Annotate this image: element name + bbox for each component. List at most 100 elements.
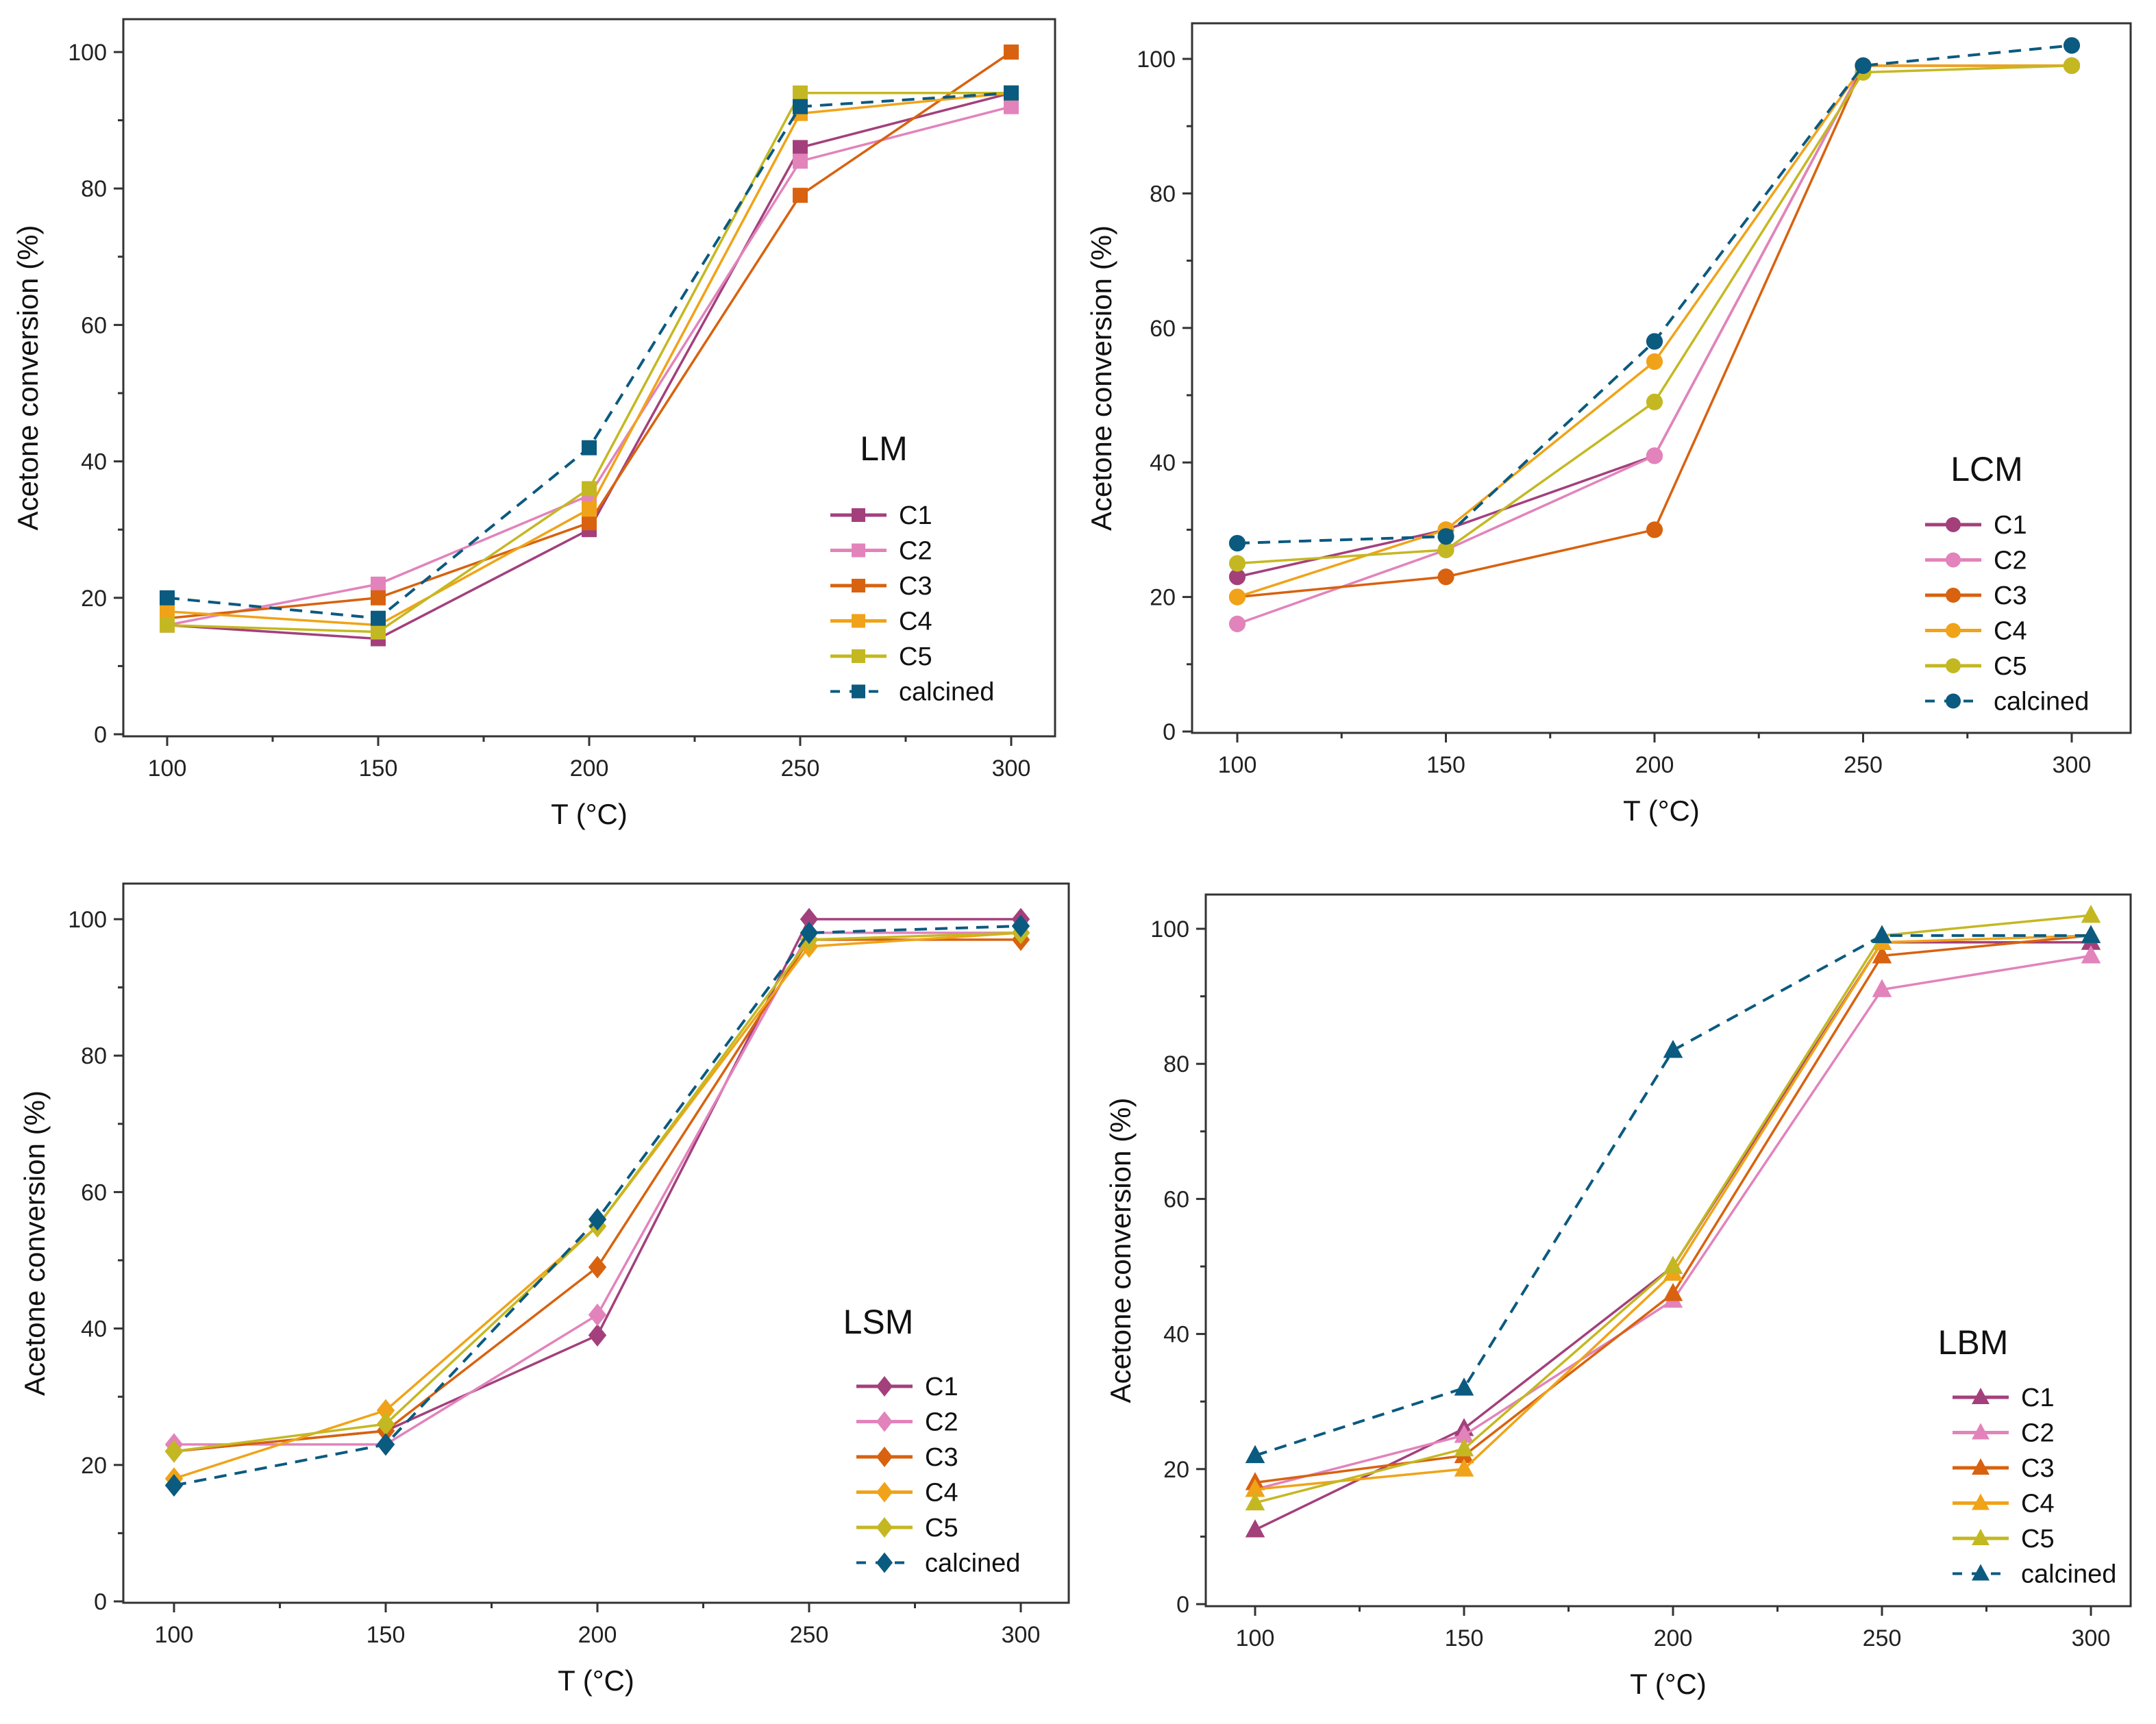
legend-label-calcined: calcined [2021,1560,2116,1589]
data-point-C2 [371,576,386,592]
legend-label-C2: C2 [1994,547,2027,575]
x-tick-label: 200 [570,755,609,782]
y-tick-label: 100 [68,907,107,933]
series-line-C1 [173,918,1021,1453]
series-line-C4 [1237,64,2072,599]
data-point-C5 [1663,1255,1683,1274]
series-C4 [1245,925,2101,1497]
data-point-calcined [1004,85,1019,101]
legend-label-C3: C3 [2021,1454,2055,1483]
data-point-C3 [1872,945,1892,964]
panel-title: LCM [1950,450,2023,488]
y-tick-label: 60 [1150,316,1176,342]
data-point-calcined [1663,1040,1683,1058]
data-point-C3 [588,1255,607,1279]
data-point-C2 [1454,1425,1474,1443]
series-calcined [160,85,1019,626]
series-line-C1 [166,92,1012,640]
plot-frame [1204,893,2132,1608]
series-line-C5 [1237,64,2072,565]
legend-label-C4: C4 [1994,617,2027,646]
plot-frame [122,882,1070,1604]
series-C1 [164,908,1030,1463]
legend-label-C2: C2 [2021,1419,2055,1448]
x-tick-label: 250 [1844,752,1883,778]
legend-marker-C4 [876,1482,893,1503]
series-calcined [1228,37,2081,552]
data-point-C1 [800,908,819,931]
legend-label-calcined: calcined [899,678,994,707]
panel-title: LBM [1938,1323,2009,1362]
x-tick-label: 100 [1218,752,1257,778]
legend-marker-C3 [852,579,865,592]
plot-frame [1191,22,2132,734]
x-tick-label: 200 [1635,752,1674,778]
data-point-C4 [376,1399,395,1422]
series-line-C1 [1254,940,2091,1532]
data-point-calcined [1855,57,1872,74]
data-point-C4 [160,603,175,619]
legend-label-C4: C4 [925,1479,958,1508]
data-point-C4 [1454,1458,1474,1477]
series-C4 [160,85,1019,633]
data-point-C2 [1872,979,1892,997]
x-tick-label: 300 [992,755,1031,782]
series-line-calcined [173,924,1021,1487]
x-tick-label: 150 [359,755,398,782]
legend-marker-calcined [852,684,865,699]
data-point-C5 [371,624,386,640]
chart-panel-lm: 100 150 200 250 300 0 20 40 60 80 100 T (°C) Acetone… [12,18,1056,830]
data-point-calcined [1011,914,1030,938]
legend-marker-C4 [1972,1493,1990,1510]
data-point-C2 [1228,615,1246,632]
x-axis-title: T (°C) [551,798,628,830]
x-tick-label: 250 [1863,1625,1902,1651]
series-C1 [1245,932,2101,1538]
data-point-C3 [793,188,808,203]
series-C4 [164,921,1030,1490]
x-tick-label: 100 [155,1622,194,1648]
y-tick-label: 40 [1163,1322,1189,1348]
data-point-C5 [1245,1492,1265,1511]
series-calcined [164,914,1030,1497]
series-C3 [160,45,1019,626]
legend-marker-C5 [876,1517,893,1538]
x-tick-label: 300 [2053,752,2092,778]
y-tick-label: 0 [94,1589,107,1615]
data-point-C5 [1228,555,1246,572]
legend-label-C2: C2 [925,1408,958,1437]
series-line-C2 [1254,954,2092,1491]
data-point-calcined [164,1474,184,1497]
data-point-C3 [1004,45,1019,60]
series-C3 [164,928,1030,1463]
series-line-C3 [173,938,1021,1453]
series-line-C4 [166,92,1012,627]
legend-marker-calcined [876,1552,893,1573]
data-point-calcined [1245,1445,1265,1464]
x-tick-label: 200 [1654,1625,1693,1651]
data-point-C2 [1004,99,1019,114]
series-C5 [164,921,1030,1463]
data-point-calcined [793,99,808,114]
series-line-C3 [1237,64,2072,599]
y-tick-label: 80 [81,1043,107,1069]
legend-marker-C4 [1946,623,1961,638]
data-point-C4 [1245,1478,1265,1497]
legend-label-C5: C5 [1994,652,2027,681]
data-point-C5 [2063,57,2081,74]
data-point-C4 [1228,588,1246,605]
y-tick-label: 100 [68,40,107,66]
y-tick-label: 40 [1150,450,1176,476]
panel-title: LM [860,429,907,468]
data-point-calcined [1437,528,1454,545]
y-tick-label: 20 [81,1453,107,1479]
x-tick-label: 300 [1002,1622,1041,1648]
y-tick-label: 60 [1163,1186,1189,1212]
series-line-C3 [1254,934,2092,1484]
y-tick-label: 20 [1150,585,1176,611]
y-tick-label: 20 [81,586,107,612]
data-point-C3 [1663,1283,1683,1301]
y-tick-label: 100 [1150,916,1189,942]
legend-label-calcined: calcined [925,1549,1020,1578]
